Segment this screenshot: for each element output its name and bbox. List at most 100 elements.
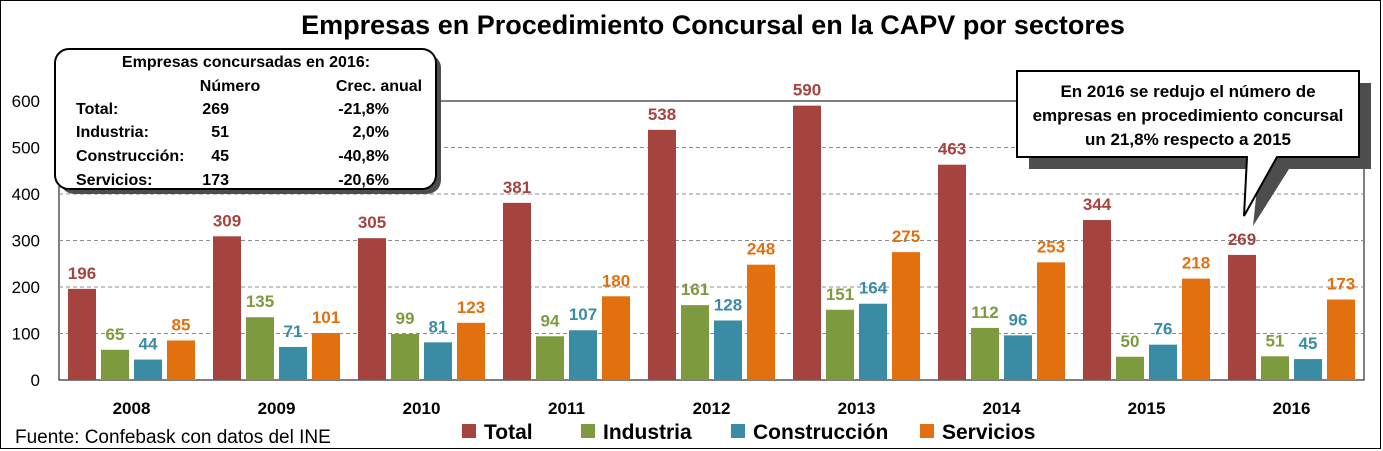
bar-servicios-2011: [602, 296, 630, 380]
legend-swatch-servicios: [920, 424, 934, 438]
data-label: 85: [172, 315, 191, 334]
bar-construcción-2016: [1294, 359, 1322, 380]
y-tick-label: 100: [12, 325, 40, 344]
data-label: 94: [541, 311, 560, 330]
y-tick-label: 600: [12, 92, 40, 111]
legend-label-servicios: Servicios: [942, 421, 1035, 444]
y-tick-label: 0: [31, 371, 40, 390]
x-tick-label: 2008: [113, 399, 151, 418]
bar-servicios-2012: [747, 264, 775, 380]
data-label: 45: [1299, 334, 1318, 353]
bar-construcción-2011: [569, 330, 597, 380]
callout-line: En 2016 se redujo el número de: [1060, 82, 1315, 101]
legend-label-total: Total: [484, 421, 533, 444]
bar-total-2012: [648, 129, 676, 380]
legend-swatch-construcción: [731, 424, 745, 438]
bar-servicios-2014: [1037, 262, 1065, 380]
bars: [68, 105, 1355, 381]
bar-servicios-2009: [312, 333, 340, 380]
data-label: 76: [1154, 320, 1173, 339]
summary-row-number: 173: [202, 172, 229, 189]
data-label: 253: [1037, 237, 1065, 256]
legend: Total Industria Construcción Servicios: [462, 421, 1035, 444]
data-label: 99: [396, 309, 415, 328]
summary-row-number: 45: [211, 148, 229, 165]
data-label: 269: [1228, 230, 1256, 249]
bar-industria-2009: [246, 317, 274, 380]
x-tick-label: 2009: [258, 399, 296, 418]
bar-construcción-2012: [714, 320, 742, 380]
bar-industria-2008: [101, 349, 129, 380]
bar-servicios-2008: [167, 340, 195, 380]
x-tick-label: 2015: [1128, 399, 1166, 418]
summary-row-number: 269: [202, 101, 229, 118]
bar-construcción-2013: [859, 303, 887, 380]
bar-construcción-2015: [1149, 344, 1177, 380]
data-label: 112: [971, 303, 998, 322]
data-label: 248: [747, 240, 775, 259]
y-axis-ticks: 0 100 200 300 400 500 600: [12, 92, 40, 390]
data-label: 65: [106, 325, 125, 344]
summary-row-growth: -21,8%: [338, 101, 389, 118]
legend-swatch-total: [462, 424, 476, 438]
bar-construcción-2014: [1004, 335, 1032, 380]
x-tick-label: 2010: [403, 399, 441, 418]
legend-label-construcción: Construcción: [753, 421, 888, 444]
data-label: 107: [569, 305, 597, 324]
data-label: 305: [358, 213, 386, 232]
callout-box: En 2016 se redujo el número de empresas e…: [1016, 70, 1371, 226]
summary-row-label: Construcción:: [76, 148, 184, 165]
y-tick-label: 300: [12, 232, 40, 251]
x-tick-label: 2012: [693, 399, 731, 418]
bar-industria-2015: [1116, 356, 1144, 380]
bar-total-2016: [1228, 254, 1256, 380]
data-label: 275: [892, 227, 920, 246]
bar-total-2010: [358, 238, 386, 380]
bar-construcción-2008: [134, 359, 162, 380]
bar-construcción-2009: [279, 346, 307, 380]
data-label: 463: [938, 140, 966, 159]
summary-box: Empresas concursadas en 2016: Número Cre…: [54, 48, 441, 194]
summary-row-growth: -40,8%: [338, 148, 389, 165]
bar-industria-2016: [1261, 356, 1289, 380]
y-tick-label: 200: [12, 278, 40, 297]
data-label: 164: [859, 279, 888, 298]
bar-servicios-2016: [1327, 299, 1355, 380]
x-tick-label: 2016: [1273, 399, 1311, 418]
bar-industria-2010: [391, 333, 419, 380]
bar-construcción-2010: [424, 342, 452, 380]
x-tick-label: 2013: [838, 399, 876, 418]
bar-industria-2013: [826, 309, 854, 380]
bar-servicios-2010: [457, 322, 485, 380]
data-label: 128: [714, 295, 742, 314]
data-label: 218: [1182, 254, 1210, 273]
bar-total-2008: [68, 288, 96, 380]
data-label: 101: [312, 308, 340, 327]
source-note: Fuente: Confebask con datos del INE: [15, 427, 331, 448]
callout-line: empresas en procedimiento concursal: [1033, 106, 1344, 125]
data-label: 309: [213, 211, 241, 230]
x-tick-label: 2014: [983, 399, 1021, 418]
chart-title: Empresas en Procedimiento Concursal en l…: [301, 10, 1125, 40]
data-label: 44: [139, 335, 158, 354]
callout-line: un 21,8% respecto a 2015: [1085, 130, 1291, 149]
summary-row-growth: 2,0%: [353, 124, 389, 141]
summary-row-label: Total:: [76, 101, 118, 118]
summary-row-growth: -20,6%: [338, 172, 389, 189]
data-label: 344: [1083, 195, 1112, 214]
bar-servicios-2015: [1182, 278, 1210, 380]
data-label: 161: [681, 280, 709, 299]
legend-swatch-industria: [581, 424, 595, 438]
data-label: 590: [793, 81, 821, 100]
data-label: 381: [503, 178, 531, 197]
data-label: 196: [68, 264, 96, 283]
legend-label-industria: Industria: [603, 421, 692, 444]
data-label: 151: [826, 285, 854, 304]
summary-heading: Empresas concursadas en 2016:: [122, 54, 370, 71]
data-label: 538: [648, 105, 676, 124]
x-tick-label: 2011: [548, 399, 585, 418]
data-label: 123: [457, 298, 485, 317]
data-label: 180: [602, 271, 630, 290]
bar-total-2009: [213, 236, 241, 380]
